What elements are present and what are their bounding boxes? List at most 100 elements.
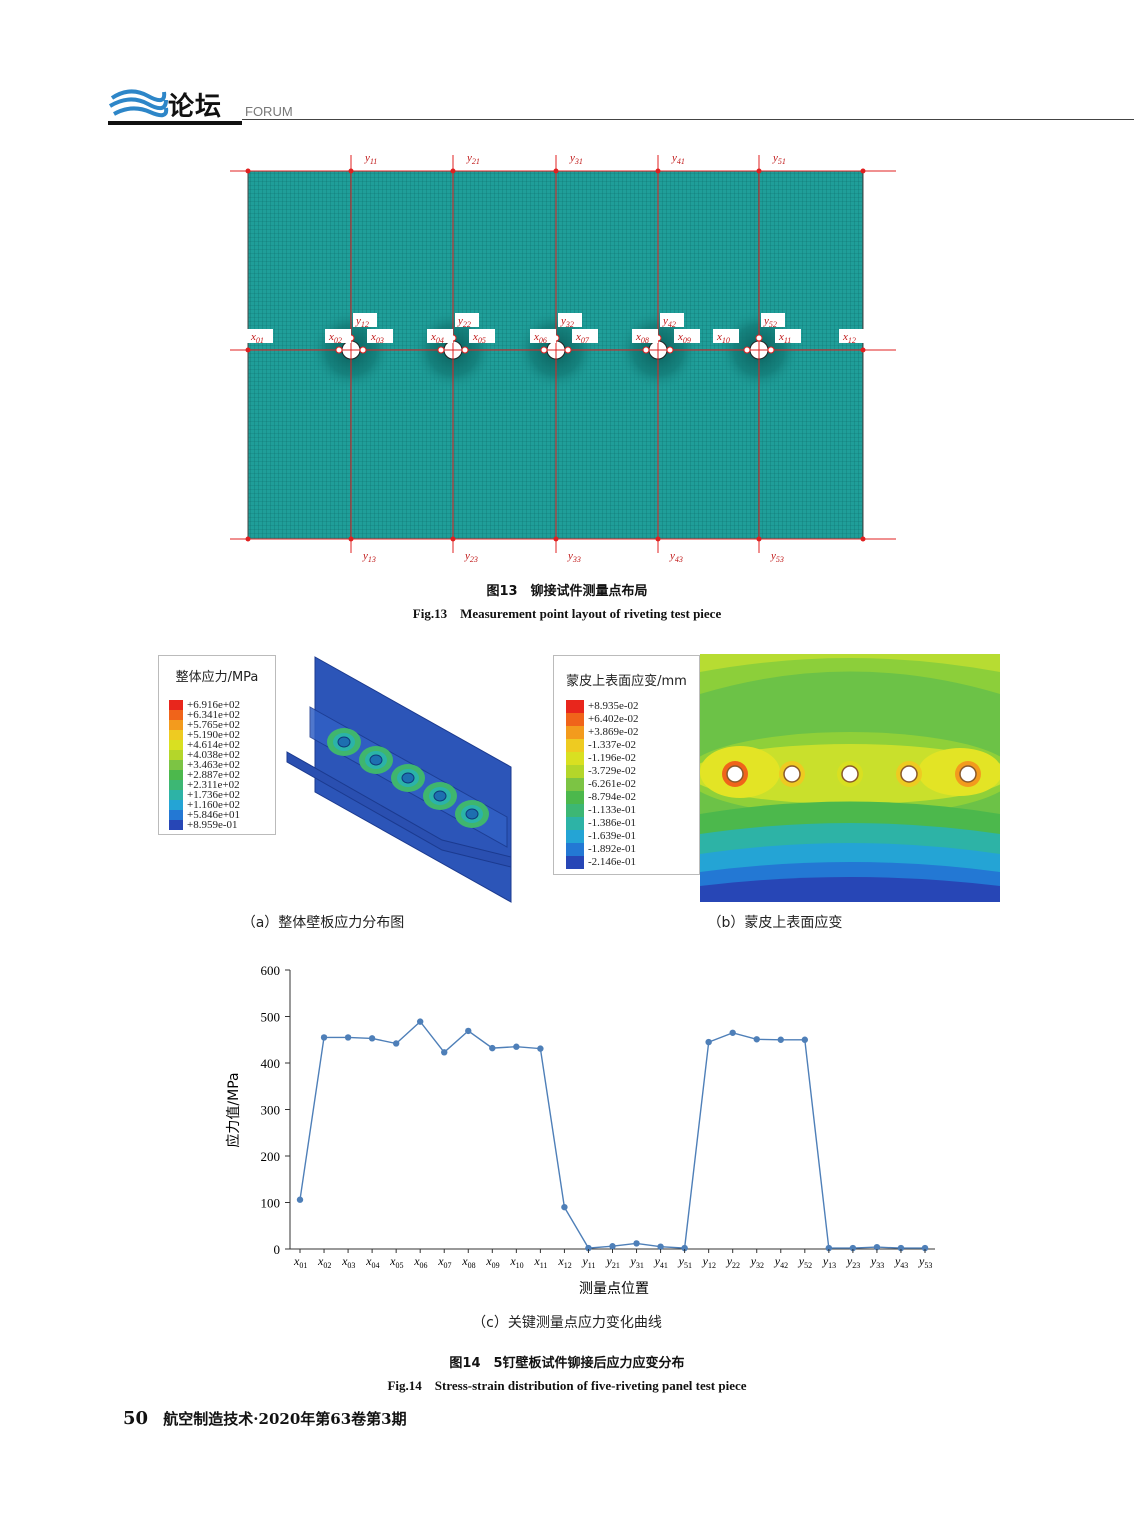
fig14a-legend-swatch xyxy=(169,760,183,770)
label-mid: y52 xyxy=(763,315,777,329)
fig14b-legend-value: -1.386e-01 xyxy=(588,817,636,829)
chart-x-tick-label: x10 xyxy=(509,1254,523,1270)
measure-point xyxy=(642,346,650,354)
chart-x-tick-label: y31 xyxy=(630,1254,644,1270)
chart-x-tick-label: y53 xyxy=(918,1254,932,1270)
fig14a-legend-row: +8.959e-01 xyxy=(169,820,240,831)
page-footer: 50 航空制造技术·2020年第63卷第3期 xyxy=(123,1408,407,1429)
fig14b-legend-swatch xyxy=(566,856,584,869)
fig14b-legend-value: -1.337e-02 xyxy=(588,739,636,751)
label-box xyxy=(455,313,479,327)
fig14b-legend-swatch xyxy=(566,817,584,830)
fig13-caption-en: Fig.13 Measurement point layout of rivet… xyxy=(412,606,722,621)
label-box xyxy=(367,329,393,343)
fig14a-legend-title: 整体应力/MPa xyxy=(175,670,259,685)
measure-point xyxy=(767,346,775,354)
chart-x-tick-label: x12 xyxy=(557,1254,571,1270)
fig14b-legend-value: +8.935e-02 xyxy=(588,700,639,712)
chart-point xyxy=(681,1244,688,1252)
rivet-hole xyxy=(783,765,801,783)
fig14a-legend-value: +1.736e+02 xyxy=(187,789,241,801)
chart-x-tick-label: y22 xyxy=(726,1254,740,1270)
fig14b-legend-value: -1.892e-01 xyxy=(588,843,636,855)
fig14b-legend-row: +6.402e-02 xyxy=(566,713,639,726)
fig14a-legend-row: +5.846e+01 xyxy=(169,810,240,821)
label-bottom: y33 xyxy=(567,550,581,564)
chart-x-tick-label: x02 xyxy=(317,1254,331,1270)
journal-info: 航空制造技术·2020年第63卷第3期 xyxy=(163,1410,407,1428)
fig14a-legend-value: +4.038e+02 xyxy=(187,749,241,761)
label-x: x11 xyxy=(778,331,791,345)
fig14a-legend-row: +6.341e+02 xyxy=(169,710,240,721)
label-x: x01 xyxy=(250,331,264,345)
fig14b-legend-value: -1.196e-02 xyxy=(588,752,636,764)
fig14a-caption: （a）整体壁板应力分布图 xyxy=(241,915,405,931)
fig14a-legend-value: +1.160e+02 xyxy=(187,799,241,811)
measure-point xyxy=(860,536,866,542)
rivet-hole xyxy=(900,765,918,783)
chart-x-tick-label: y42 xyxy=(774,1254,788,1270)
fig14a-legend-swatch xyxy=(169,720,183,730)
measure-point xyxy=(860,347,866,353)
measure-point xyxy=(450,536,456,542)
fig14-caption-en: Fig.14 Stress-strain distribution of fiv… xyxy=(387,1378,747,1393)
chart-point xyxy=(344,1034,352,1041)
chart-x-tick-label: y33 xyxy=(870,1254,884,1270)
chart-point xyxy=(513,1043,520,1050)
rivet-hole xyxy=(841,765,859,783)
measure-point xyxy=(437,346,445,354)
measure-point xyxy=(755,334,763,342)
rivet-hole xyxy=(726,765,744,783)
fig14a-legend-row: +1.736e+02 xyxy=(169,789,241,801)
chart-point xyxy=(897,1244,905,1252)
rivet-head xyxy=(369,754,383,766)
chart-point xyxy=(921,1244,929,1252)
fig14b-legend-swatch xyxy=(566,804,584,817)
label-top: y41 xyxy=(671,152,685,166)
fig14a-legend-value: +2.311e+02 xyxy=(187,779,240,791)
fig14b-legend-swatch xyxy=(566,765,584,778)
page-number: 50 xyxy=(123,1408,149,1429)
fig14b-legend-swatch xyxy=(566,843,584,856)
chart-point xyxy=(441,1049,448,1056)
chart-x-tick-label: x03 xyxy=(341,1254,355,1270)
label-bottom: y43 xyxy=(669,550,683,564)
measure-point xyxy=(666,346,674,354)
fig14a-legend-value: +5.190e+02 xyxy=(187,729,241,741)
label-x: x12 xyxy=(842,331,856,345)
label-x: x07 xyxy=(575,331,590,345)
chart-y-tick-label: 300 xyxy=(261,1103,281,1118)
label-box xyxy=(530,329,556,343)
fig14b-legend: 蒙皮上表面应变/mm +8.935e-02 +6.402e-02 +3.869e-0… xyxy=(553,655,700,875)
fig14b-legend-row: -3.729e-02 xyxy=(566,765,639,778)
fig14a-legend-swatch xyxy=(169,700,183,710)
chart-y-tick-label: 100 xyxy=(261,1196,281,1211)
chart-point xyxy=(416,1018,424,1025)
fig14a-legend-swatch xyxy=(169,750,183,760)
chart-x-tick-label: x01 xyxy=(293,1254,307,1270)
fig14a-panel-render xyxy=(286,656,512,903)
fig14c-caption: （c）关键测量点应力变化曲线 xyxy=(472,1315,662,1331)
fig14b-legend-row: +8.935e-02 xyxy=(566,700,639,713)
label-x: x03 xyxy=(370,331,384,345)
fig14b-legend-swatch xyxy=(566,778,584,791)
fig13-caption-cn: 图13 铆接试件测量点布局 xyxy=(486,584,648,599)
chart-point xyxy=(849,1244,857,1252)
chart-point xyxy=(777,1036,784,1043)
fig14a-legend-row: +5.190e+02 xyxy=(169,729,241,741)
fig14a-legend-swatch xyxy=(169,730,183,740)
chart-point xyxy=(609,1243,616,1250)
fig14b-legend-title: 蒙皮上表面应变/mm xyxy=(566,674,687,689)
rivet-head xyxy=(433,790,447,802)
fig14b-legend-swatch xyxy=(566,726,584,739)
label-mid: y32 xyxy=(560,315,574,329)
fig14a-legend-value: +5.765e+02 xyxy=(187,719,241,731)
chart-x-tick-label: x08 xyxy=(461,1254,475,1270)
fig14b-legend-row: +3.869e-02 xyxy=(566,726,639,739)
chart-x-tick-label: x06 xyxy=(413,1254,427,1270)
measure-point xyxy=(860,168,866,174)
chart-point xyxy=(633,1240,640,1247)
measure-point xyxy=(553,536,559,542)
measure-point xyxy=(335,346,343,354)
label-box xyxy=(353,313,377,327)
